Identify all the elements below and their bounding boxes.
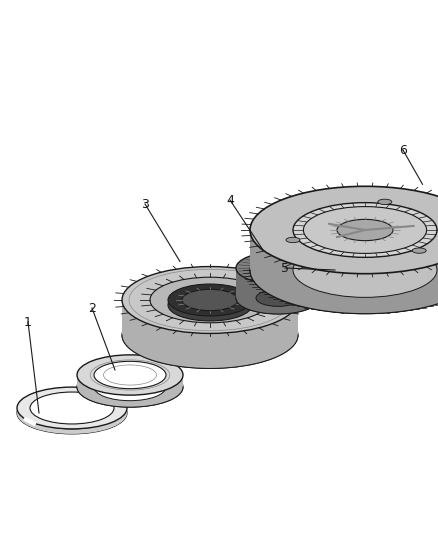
Ellipse shape (250, 187, 438, 274)
Polygon shape (77, 375, 183, 407)
Ellipse shape (94, 373, 166, 401)
Ellipse shape (17, 387, 127, 429)
Ellipse shape (30, 392, 114, 424)
Text: 5: 5 (281, 262, 289, 274)
Text: 4: 4 (226, 193, 234, 206)
Ellipse shape (256, 260, 300, 276)
Ellipse shape (265, 249, 365, 287)
Ellipse shape (182, 289, 238, 311)
Polygon shape (17, 408, 127, 434)
Text: 2: 2 (88, 302, 96, 314)
Ellipse shape (250, 227, 438, 314)
Text: 3: 3 (141, 198, 149, 211)
Ellipse shape (280, 249, 350, 276)
Ellipse shape (293, 243, 437, 297)
Ellipse shape (122, 266, 298, 334)
Ellipse shape (286, 237, 300, 243)
Ellipse shape (265, 243, 365, 281)
Polygon shape (236, 268, 320, 314)
Ellipse shape (17, 392, 127, 434)
Ellipse shape (256, 289, 300, 306)
Ellipse shape (378, 199, 392, 205)
Polygon shape (250, 230, 438, 314)
Ellipse shape (150, 277, 270, 323)
Ellipse shape (94, 361, 166, 389)
Text: 1: 1 (24, 316, 32, 328)
Ellipse shape (236, 252, 320, 284)
Polygon shape (122, 300, 298, 368)
Ellipse shape (30, 397, 114, 429)
Ellipse shape (236, 282, 320, 314)
Polygon shape (265, 262, 365, 287)
Ellipse shape (122, 302, 298, 368)
Ellipse shape (304, 207, 427, 253)
Ellipse shape (77, 367, 183, 407)
Ellipse shape (280, 255, 350, 281)
Ellipse shape (168, 284, 252, 316)
Ellipse shape (168, 289, 252, 321)
Ellipse shape (293, 203, 437, 257)
Text: 6: 6 (399, 143, 407, 157)
Ellipse shape (337, 220, 393, 240)
Ellipse shape (77, 355, 183, 395)
Ellipse shape (412, 248, 426, 253)
